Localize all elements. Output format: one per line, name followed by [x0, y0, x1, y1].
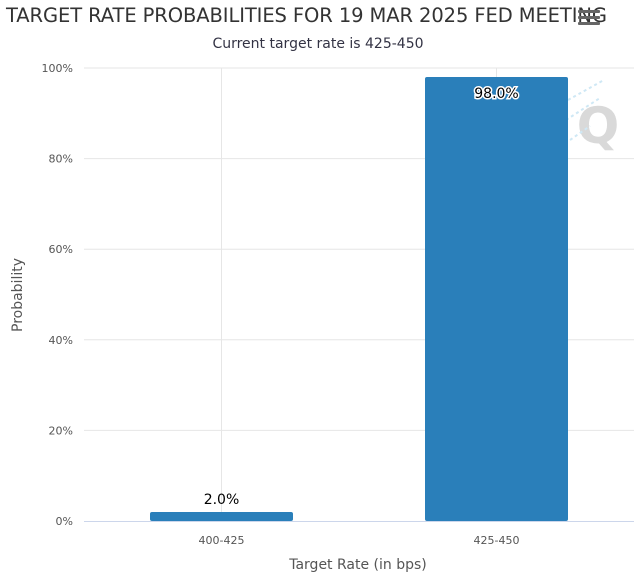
bar-425-450[interactable] [425, 77, 568, 521]
q-logo-watermark-icon: Q [565, 79, 620, 155]
x-tick-label: 425-450 [474, 534, 520, 547]
bar-series [150, 77, 568, 521]
watermark-letter: Q [577, 97, 620, 155]
data-label: 98.0% [474, 86, 518, 102]
y-tick-label: 60% [49, 243, 73, 256]
chart-title: TARGET RATE PROBABILITIES FOR 19 MAR 202… [6, 4, 607, 27]
data-labels: 2.0% 98.0% [204, 85, 521, 508]
x-axis: 400-425 425-450 [84, 521, 634, 547]
data-label: 2.0% [204, 492, 240, 508]
y-axis-title: Probability [10, 258, 26, 332]
y-tick-label: 0% [56, 515, 73, 528]
y-axis-ticks: 0% 20% 40% 60% 80% 100% [42, 62, 73, 528]
bar-400-425[interactable] [150, 511, 293, 521]
chart-subtitle: Current target rate is 425-450 [212, 36, 424, 52]
x-tick-label: 400-425 [199, 534, 245, 547]
y-tick-label: 20% [49, 424, 73, 437]
y-tick-label: 40% [49, 334, 73, 347]
x-axis-title: Target Rate (in bps) [288, 557, 427, 573]
y-tick-label: 100% [42, 62, 73, 75]
hamburger-menu-icon[interactable] [578, 10, 600, 30]
y-tick-label: 80% [49, 153, 73, 166]
